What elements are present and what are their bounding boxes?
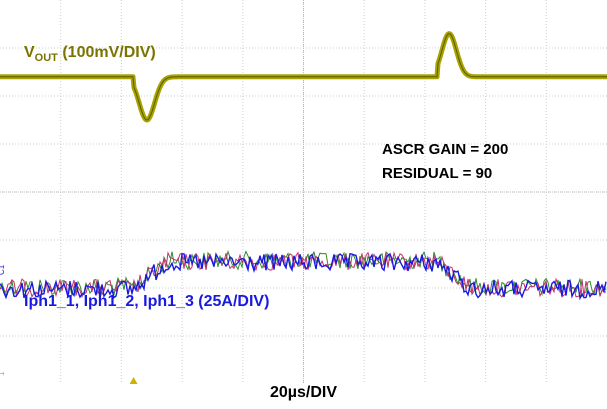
vout-label: VOUT (100mV/DIV) [24, 44, 156, 64]
channel-marker-c1: C1 [0, 264, 6, 275]
channel-marker-1: 1 [0, 371, 6, 376]
timebase-label: 20µs/DIV [269, 384, 338, 401]
iph-label: Iph1_1, Iph1_2, Iph1_3 (25A/DIV) [24, 293, 269, 310]
scope-grid [0, 0, 607, 384]
vout-trace [0, 33, 607, 121]
ascr-gain-annotation: ASCR GAIN = 200 [382, 141, 508, 158]
scope-traces [0, 31, 607, 301]
oscilloscope-screen: VOUT (100mV/DIV) ASCR GAIN = 200 RESIDUA… [0, 0, 607, 384]
residual-annotation: RESIDUAL = 90 [382, 165, 492, 182]
iph-trace-3 [0, 252, 607, 301]
trigger-marker [129, 377, 138, 384]
